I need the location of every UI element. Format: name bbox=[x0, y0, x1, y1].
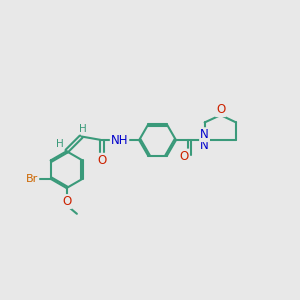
Text: Br: Br bbox=[26, 174, 38, 184]
Text: H: H bbox=[79, 124, 86, 134]
Text: N: N bbox=[200, 128, 209, 141]
Text: H: H bbox=[56, 140, 64, 149]
Text: O: O bbox=[97, 154, 106, 167]
Text: O: O bbox=[216, 103, 225, 116]
Text: O: O bbox=[179, 149, 189, 163]
Text: N: N bbox=[200, 139, 209, 152]
Text: NH: NH bbox=[111, 134, 128, 147]
Text: O: O bbox=[62, 195, 71, 208]
